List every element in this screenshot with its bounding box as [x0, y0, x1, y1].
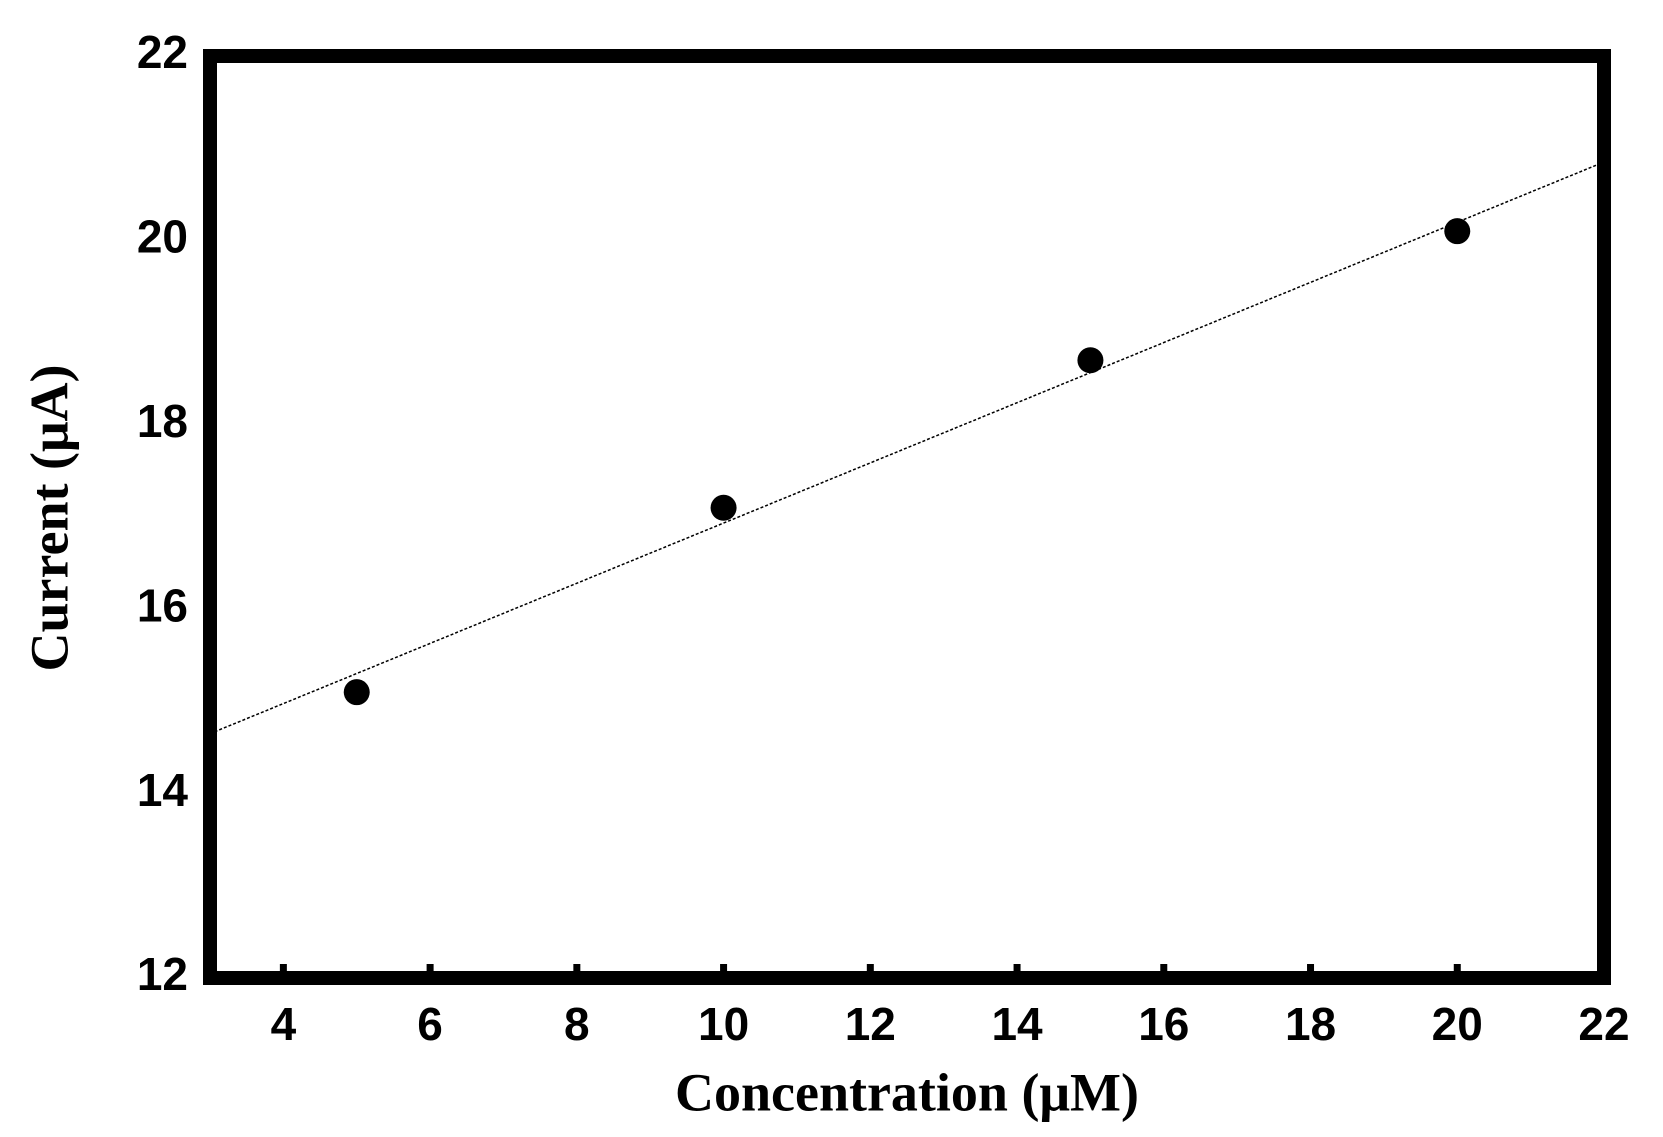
data-point [1444, 218, 1471, 245]
x-tick-label: 14 [991, 998, 1043, 1050]
x-axis-label: Concentration (μM) [675, 1062, 1139, 1122]
y-axis-label: Current (μA) [19, 364, 79, 671]
plot-frame [203, 49, 1611, 985]
x-tick-label: 22 [1578, 998, 1629, 1050]
data-point [343, 679, 370, 706]
y-tick-label: 18 [137, 395, 188, 447]
data-point [710, 494, 737, 521]
y-tick-label: 22 [137, 26, 188, 78]
x-tick-label: 10 [698, 998, 749, 1050]
y-tick-label: 20 [137, 211, 188, 263]
x-tick-label: 8 [564, 998, 590, 1050]
y-tick-label: 14 [137, 764, 189, 816]
fit-line [209, 161, 1605, 735]
data-point [1077, 347, 1104, 374]
x-tick-label: 4 [271, 998, 297, 1050]
y-tick-label: 12 [137, 948, 188, 1000]
x-tick-label: 16 [1138, 998, 1189, 1050]
x-tick-label: 18 [1285, 998, 1336, 1050]
x-tick-label: 20 [1432, 998, 1483, 1050]
x-tick-label: 12 [845, 998, 896, 1050]
x-tick-label: 6 [417, 998, 443, 1050]
y-tick-label: 16 [137, 579, 188, 631]
